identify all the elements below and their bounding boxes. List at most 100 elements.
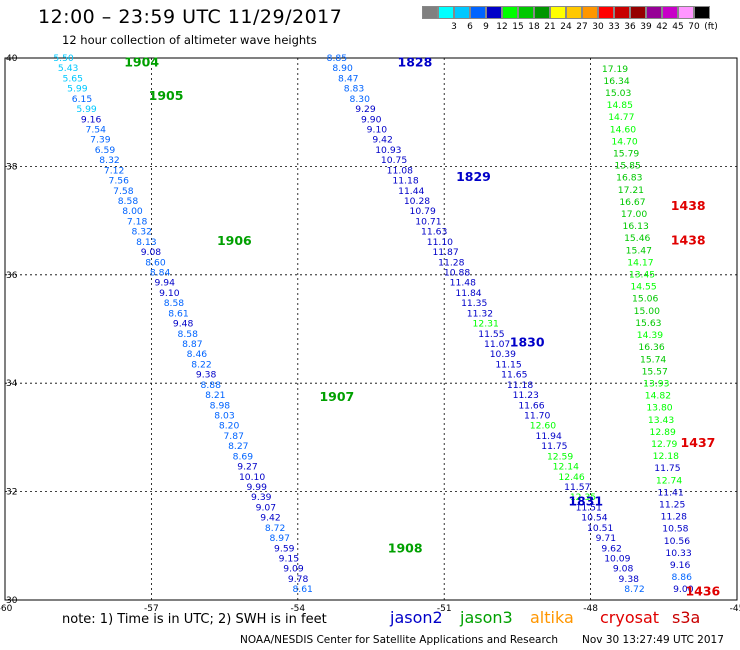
swh-value-label: 13.93 [643, 378, 669, 389]
swh-value-label: 8.72 [624, 584, 644, 595]
swh-value-label: 10.51 [587, 523, 613, 534]
swh-value-label: 14.85 [607, 100, 633, 111]
colorbar-swatch [438, 6, 454, 19]
swh-value-label: 16.13 [622, 221, 648, 232]
swh-value-label: 6.15 [72, 94, 93, 105]
swh-value-label: 9.27 [237, 462, 258, 473]
swh-value-label: 15.00 [634, 306, 660, 317]
swh-value-label: 9.39 [251, 492, 272, 503]
swh-value-label: 12.31 [473, 319, 499, 330]
swh-value-label: 8.32 [131, 227, 151, 238]
swh-value-label: 10.54 [581, 513, 607, 524]
swh-value-label: 8.90 [332, 63, 353, 74]
swh-value-label: 5.99 [76, 104, 97, 115]
swh-value-label: 17.19 [602, 64, 628, 75]
colorbar-tick-label: 30 [592, 22, 604, 32]
swh-value-label: 7.87 [223, 431, 244, 442]
swh-value-label: 9.10 [159, 288, 180, 299]
swh-value-label: 8.98 [210, 400, 231, 411]
colorbar-swatch [598, 6, 614, 19]
colorbar-tick-label: 27 [576, 22, 588, 32]
swh-value-label: 9.38 [619, 574, 640, 585]
swh-value-label: 5.65 [63, 73, 84, 84]
footer-note: note: 1) Time is in UTC; 2) SWH is in fe… [62, 612, 327, 627]
swh-value-label: 9.10 [367, 125, 388, 136]
pass-time-label: 1436 [685, 583, 720, 598]
swh-value-label: 11.18 [507, 380, 533, 391]
x-tick-label: -51 [437, 604, 452, 614]
swh-value-label: 9.42 [372, 135, 392, 146]
swh-value-label: 9.09 [283, 564, 304, 575]
swh-value-label: 11.66 [518, 400, 544, 411]
swh-value-label: 9.00 [673, 584, 694, 595]
pass-time-label: 1828 [398, 54, 433, 69]
swh-value-label: 9.07 [256, 502, 277, 513]
colorbar-swatch [614, 6, 630, 19]
colorbar-tick-label: 6 [467, 22, 473, 32]
swh-value-label: 9.08 [141, 247, 162, 258]
colorbar-tick-label: 21 [544, 22, 556, 32]
swh-value-label: 13.45 [629, 270, 655, 281]
swh-value-label: 11.48 [450, 278, 476, 289]
colorbar-swatch [486, 6, 502, 19]
swh-value-label: 7.39 [90, 135, 111, 146]
swh-value-label: 15.74 [640, 354, 666, 365]
swh-value-label: 11.32 [467, 308, 493, 319]
swh-value-label: 10.56 [664, 536, 690, 547]
credit-line: NOAA/NESDIS Center for Satellite Applica… [240, 634, 558, 646]
swh-value-label: 8.27 [228, 441, 249, 452]
pass-time-label: 1438 [671, 198, 706, 213]
colorbar-tick-label: 18 [528, 22, 540, 32]
colorbar-tick-label: 45 [672, 22, 684, 32]
colorbar-swatch [550, 6, 566, 19]
swh-value-label: 8.58 [118, 196, 139, 207]
swh-value-label: 9.42 [260, 513, 280, 524]
swh-value-label: 9.38 [196, 370, 217, 381]
swh-value-label: 15.46 [624, 233, 650, 244]
swh-value-label: 8.47 [338, 73, 359, 84]
swh-value-label: 11.63 [421, 227, 447, 238]
swh-value-label: 10.93 [375, 145, 401, 156]
swh-value-label: 8.32 [99, 155, 119, 166]
swh-value-label: 17.00 [621, 209, 647, 220]
colorbar-tick-label: 15 [512, 22, 524, 32]
swh-value-label: 12.79 [651, 439, 677, 450]
swh-value-label: 12.60 [530, 421, 556, 432]
swh-value-label: 11.28 [661, 512, 687, 523]
colorbar-tick-label: 9 [483, 22, 489, 32]
swh-value-label: 14.60 [610, 124, 636, 135]
swh-value-label: 7.54 [86, 125, 107, 136]
swh-value-label: 8.97 [269, 533, 290, 544]
swh-value-label: 9.15 [279, 554, 300, 565]
colorbar-swatch [422, 6, 438, 19]
swh-value-label: 9.62 [601, 543, 621, 554]
swh-value-label: 9.90 [361, 114, 382, 125]
colorbar-swatch [694, 6, 710, 19]
x-tick-label: -57 [144, 604, 159, 614]
colorbar-swatch [502, 6, 518, 19]
y-tick-label: 38 [6, 162, 18, 172]
swh-value-label: 12.18 [653, 451, 679, 462]
swh-value-label: 15.85 [615, 161, 641, 172]
swh-value-label: 7.56 [109, 176, 130, 187]
colorbar-tick-label: 39 [640, 22, 652, 32]
swh-value-label: 10.33 [665, 548, 691, 559]
swh-value-label: 15.79 [613, 149, 639, 160]
swh-value-label: 8.58 [164, 298, 185, 309]
swh-value-label: 8.21 [205, 390, 225, 401]
colorbar-swatch [566, 6, 582, 19]
swh-value-label: 9.16 [81, 114, 102, 125]
swh-value-label: 14.77 [608, 112, 634, 123]
swh-value-label: 11.70 [524, 411, 550, 422]
swh-value-label: 8.22 [191, 359, 211, 370]
swh-value-label: 9.16 [670, 560, 691, 571]
swh-value-label: 7.12 [104, 165, 124, 176]
swh-value-label: 11.75 [541, 441, 567, 452]
swh-value-label: 11.55 [478, 329, 504, 340]
swh-value-label: 8.30 [350, 94, 371, 105]
swh-value-label: 12.59 [547, 451, 573, 462]
swh-value-label: 10.58 [662, 524, 688, 535]
swh-value-label: 10.71 [415, 216, 441, 227]
x-tick-label: -45 [730, 604, 740, 614]
